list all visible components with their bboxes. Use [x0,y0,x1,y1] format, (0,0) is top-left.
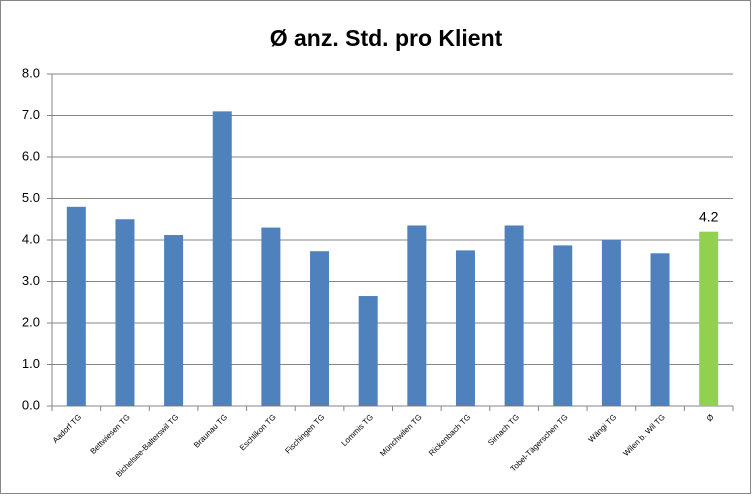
bar [310,251,330,406]
y-tick-label: 3.0 [22,273,40,288]
bar [455,250,475,406]
bar [212,111,232,406]
bar [407,225,427,406]
bar [164,235,184,406]
data-label: 4.2 [699,208,719,224]
y-tick-label: 1.0 [22,356,40,371]
bar [504,225,524,406]
bar [601,240,621,406]
bar [699,231,719,406]
y-tick-label: 6.0 [22,148,40,163]
bar [358,296,378,406]
bar [66,206,86,406]
y-tick-label: 2.0 [22,314,40,329]
chart-title: Ø anz. Std. pro Klient [270,25,503,51]
y-tick-label: 5.0 [22,190,40,205]
bar [115,219,135,406]
bar [650,253,670,406]
x-tick-label: Ø [705,413,716,424]
y-tick-label: 4.0 [22,231,40,246]
y-tick-label: 8.0 [22,65,40,80]
bar [261,227,281,406]
y-tick-label: 0.0 [22,397,40,412]
y-tick-label: 7.0 [22,107,40,122]
bar [553,245,573,406]
